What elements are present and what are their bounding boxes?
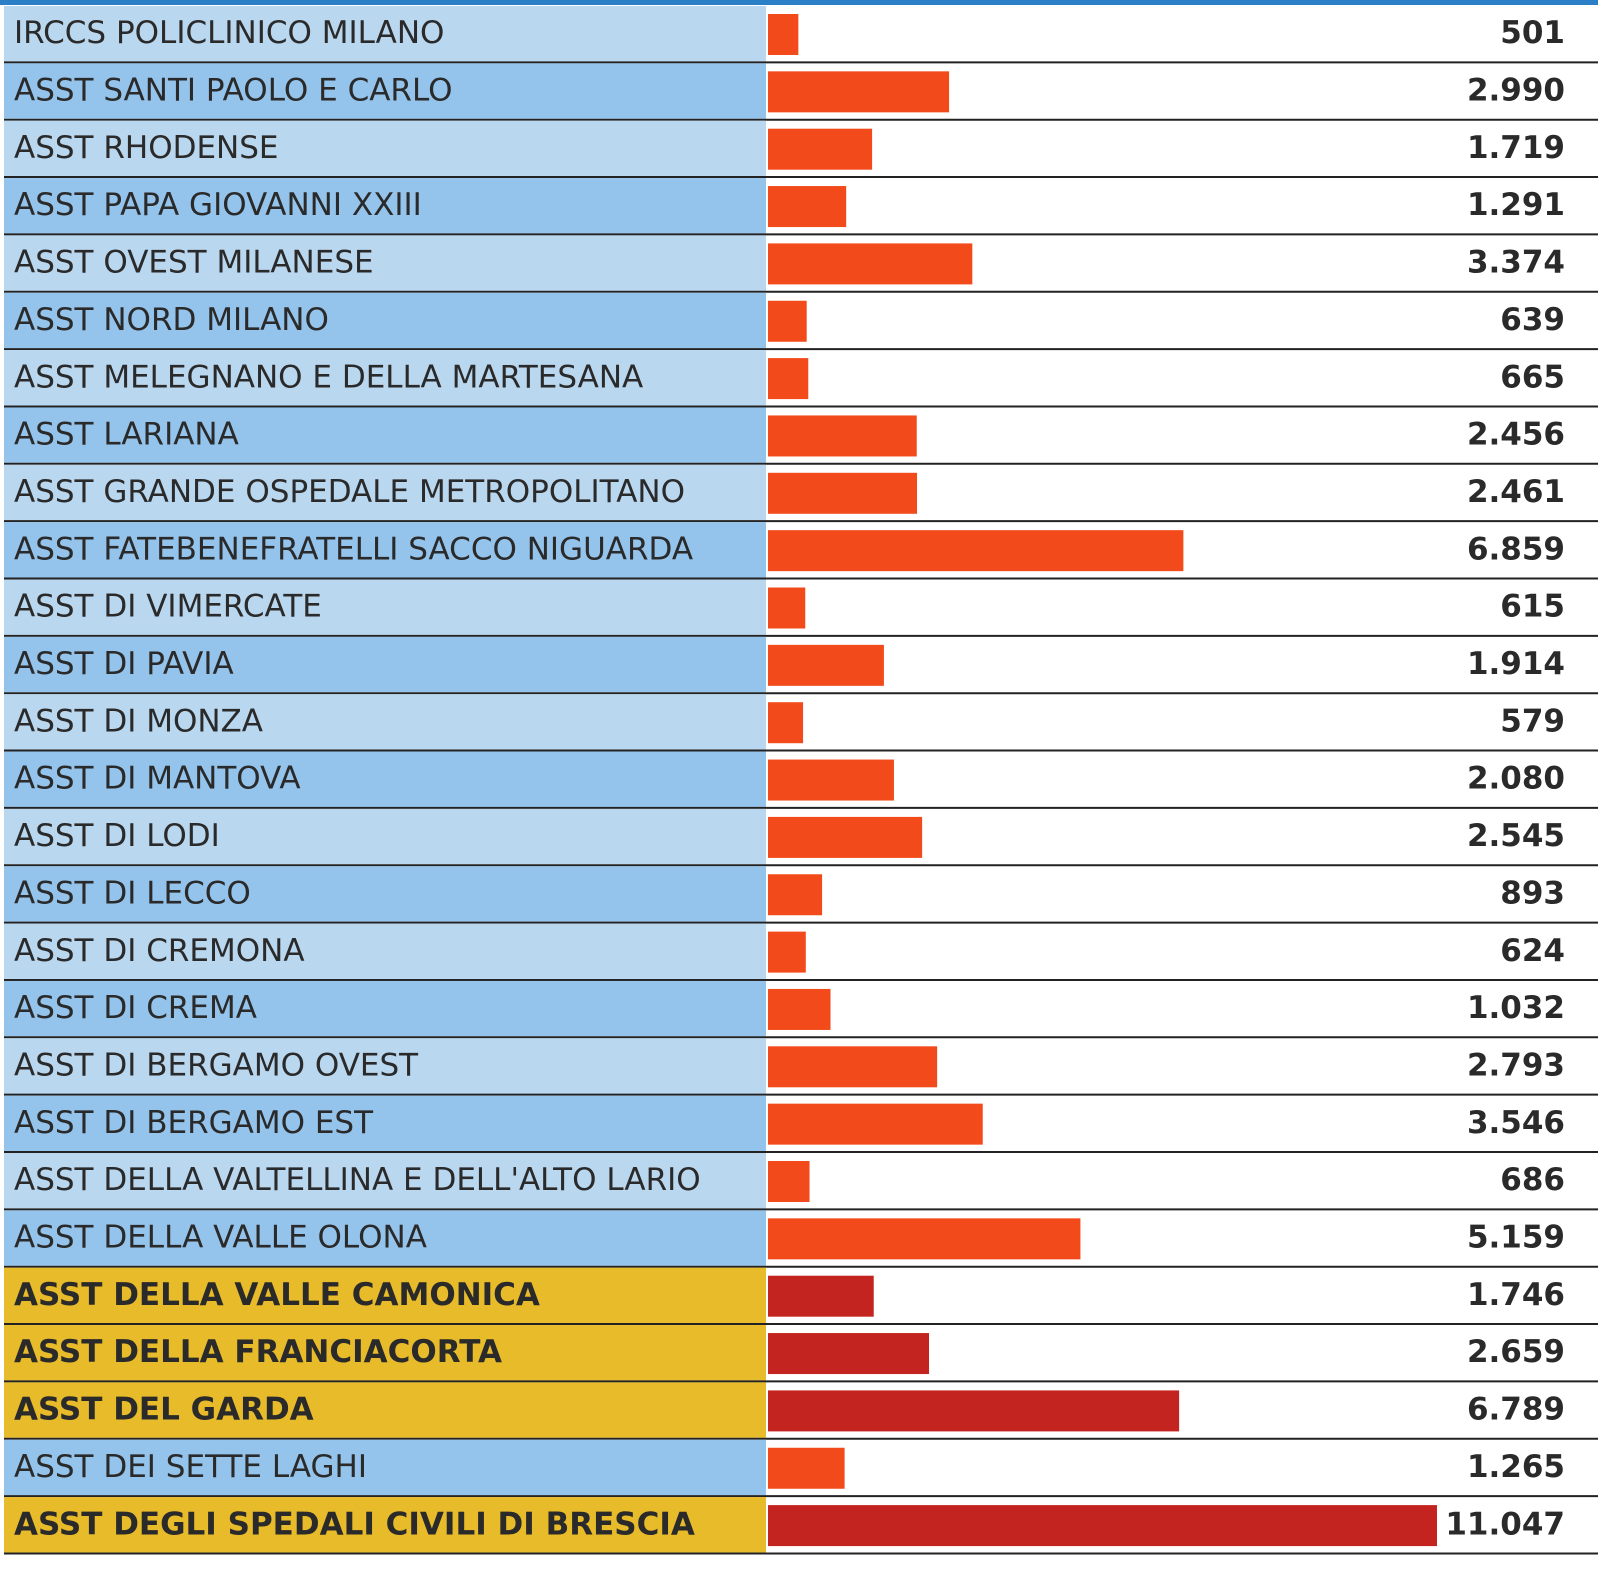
category-label: ASST DELLA FRANCIACORTA bbox=[14, 1334, 502, 1370]
value-label: 624 bbox=[1500, 933, 1565, 969]
value-label: 1.032 bbox=[1467, 990, 1565, 1026]
value-label: 2.456 bbox=[1467, 417, 1565, 453]
bar bbox=[768, 473, 917, 514]
category-label: ASST DELLA VALLE OLONA bbox=[14, 1220, 427, 1256]
category-label: ASST DI PAVIA bbox=[14, 646, 234, 682]
category-label: ASST DI CREMA bbox=[14, 990, 257, 1026]
bar bbox=[768, 71, 949, 112]
bar bbox=[768, 1333, 929, 1374]
bar bbox=[768, 645, 884, 686]
bar bbox=[768, 1448, 845, 1489]
value-label: 639 bbox=[1500, 302, 1565, 338]
category-label: ASST OVEST MILANESE bbox=[14, 245, 374, 281]
bar bbox=[768, 129, 872, 170]
bar bbox=[768, 530, 1183, 571]
value-label: 665 bbox=[1500, 359, 1565, 395]
value-label: 615 bbox=[1500, 589, 1565, 625]
value-label: 3.546 bbox=[1467, 1105, 1565, 1141]
bar bbox=[768, 702, 803, 743]
value-label: 893 bbox=[1500, 875, 1565, 911]
bar bbox=[768, 989, 830, 1030]
bar bbox=[768, 588, 805, 629]
value-label: 2.793 bbox=[1467, 1047, 1565, 1083]
bar bbox=[768, 1218, 1080, 1259]
bar bbox=[768, 760, 894, 801]
top-rule bbox=[0, 0, 1598, 5]
value-label: 11.047 bbox=[1445, 1506, 1565, 1542]
bar bbox=[768, 817, 922, 858]
category-label: ASST FATEBENEFRATELLI SACCO NIGUARDA bbox=[14, 531, 693, 567]
category-label: ASST DI VIMERCATE bbox=[14, 589, 322, 625]
bar bbox=[768, 415, 917, 456]
bar bbox=[768, 243, 972, 284]
category-label: ASST DI BERGAMO OVEST bbox=[14, 1047, 419, 1083]
category-label: IRCCS POLICLINICO MILANO bbox=[14, 15, 444, 51]
category-label: ASST DEL GARDA bbox=[14, 1392, 314, 1428]
category-label: ASST SANTI PAOLO E CARLO bbox=[14, 73, 453, 109]
bar bbox=[768, 874, 822, 915]
bar bbox=[768, 186, 846, 227]
value-label: 3.374 bbox=[1467, 245, 1565, 281]
bar bbox=[768, 1276, 874, 1317]
bar bbox=[768, 301, 807, 342]
value-label: 6.859 bbox=[1467, 531, 1565, 567]
category-label: ASST DI MONZA bbox=[14, 703, 263, 739]
category-label: ASST DI CREMONA bbox=[14, 933, 305, 969]
category-label: ASST DELLA VALTELLINA E DELL'ALTO LARIO bbox=[14, 1162, 701, 1198]
value-label: 1.291 bbox=[1467, 187, 1565, 223]
value-label: 5.159 bbox=[1467, 1220, 1565, 1256]
bar bbox=[768, 1104, 983, 1145]
value-label: 2.461 bbox=[1467, 474, 1565, 510]
value-label: 1.746 bbox=[1467, 1277, 1565, 1313]
value-label: 1.914 bbox=[1467, 646, 1565, 682]
bar bbox=[768, 14, 798, 55]
category-label: ASST DEI SETTE LAGHI bbox=[14, 1449, 367, 1485]
value-label: 579 bbox=[1500, 703, 1565, 739]
value-label: 686 bbox=[1500, 1162, 1565, 1198]
category-label: ASST PAPA GIOVANNI XXIII bbox=[14, 187, 422, 223]
chart: IRCCS POLICLINICO MILANO 501 ASST SANTI PA… bbox=[0, 0, 1598, 1574]
bar bbox=[768, 932, 806, 973]
value-label: 1.719 bbox=[1467, 130, 1565, 166]
category-label: ASST DI MANTOVA bbox=[14, 761, 301, 797]
category-label: ASST DEGLI SPEDALI CIVILI DI BRESCIA bbox=[14, 1506, 695, 1542]
category-label: ASST LARIANA bbox=[14, 417, 239, 453]
bar bbox=[768, 1046, 937, 1087]
bar bbox=[768, 1505, 1437, 1546]
category-label: ASST RHODENSE bbox=[14, 130, 279, 166]
bar bbox=[768, 1161, 810, 1202]
page: {"chart_data": {"type": "bar", "orientat… bbox=[0, 0, 1598, 1574]
category-label: ASST GRANDE OSPEDALE METROPOLITANO bbox=[14, 474, 685, 510]
category-label: ASST NORD MILANO bbox=[14, 302, 329, 338]
category-label: ASST DI LODI bbox=[14, 818, 220, 854]
category-label: ASST DELLA VALLE CAMONICA bbox=[14, 1277, 540, 1313]
category-label: ASST DI LECCO bbox=[14, 875, 251, 911]
value-label: 2.545 bbox=[1467, 818, 1565, 854]
bar bbox=[768, 358, 808, 399]
value-label: 2.659 bbox=[1467, 1334, 1565, 1370]
value-label: 2.080 bbox=[1467, 761, 1565, 797]
value-label: 1.265 bbox=[1467, 1449, 1565, 1485]
value-label: 501 bbox=[1500, 15, 1565, 51]
category-label: ASST MELEGNANO E DELLA MARTESANA bbox=[14, 359, 643, 395]
value-label: 6.789 bbox=[1467, 1392, 1565, 1428]
value-label: 2.990 bbox=[1467, 73, 1565, 109]
category-label: ASST DI BERGAMO EST bbox=[14, 1105, 374, 1141]
bar bbox=[768, 1390, 1179, 1431]
